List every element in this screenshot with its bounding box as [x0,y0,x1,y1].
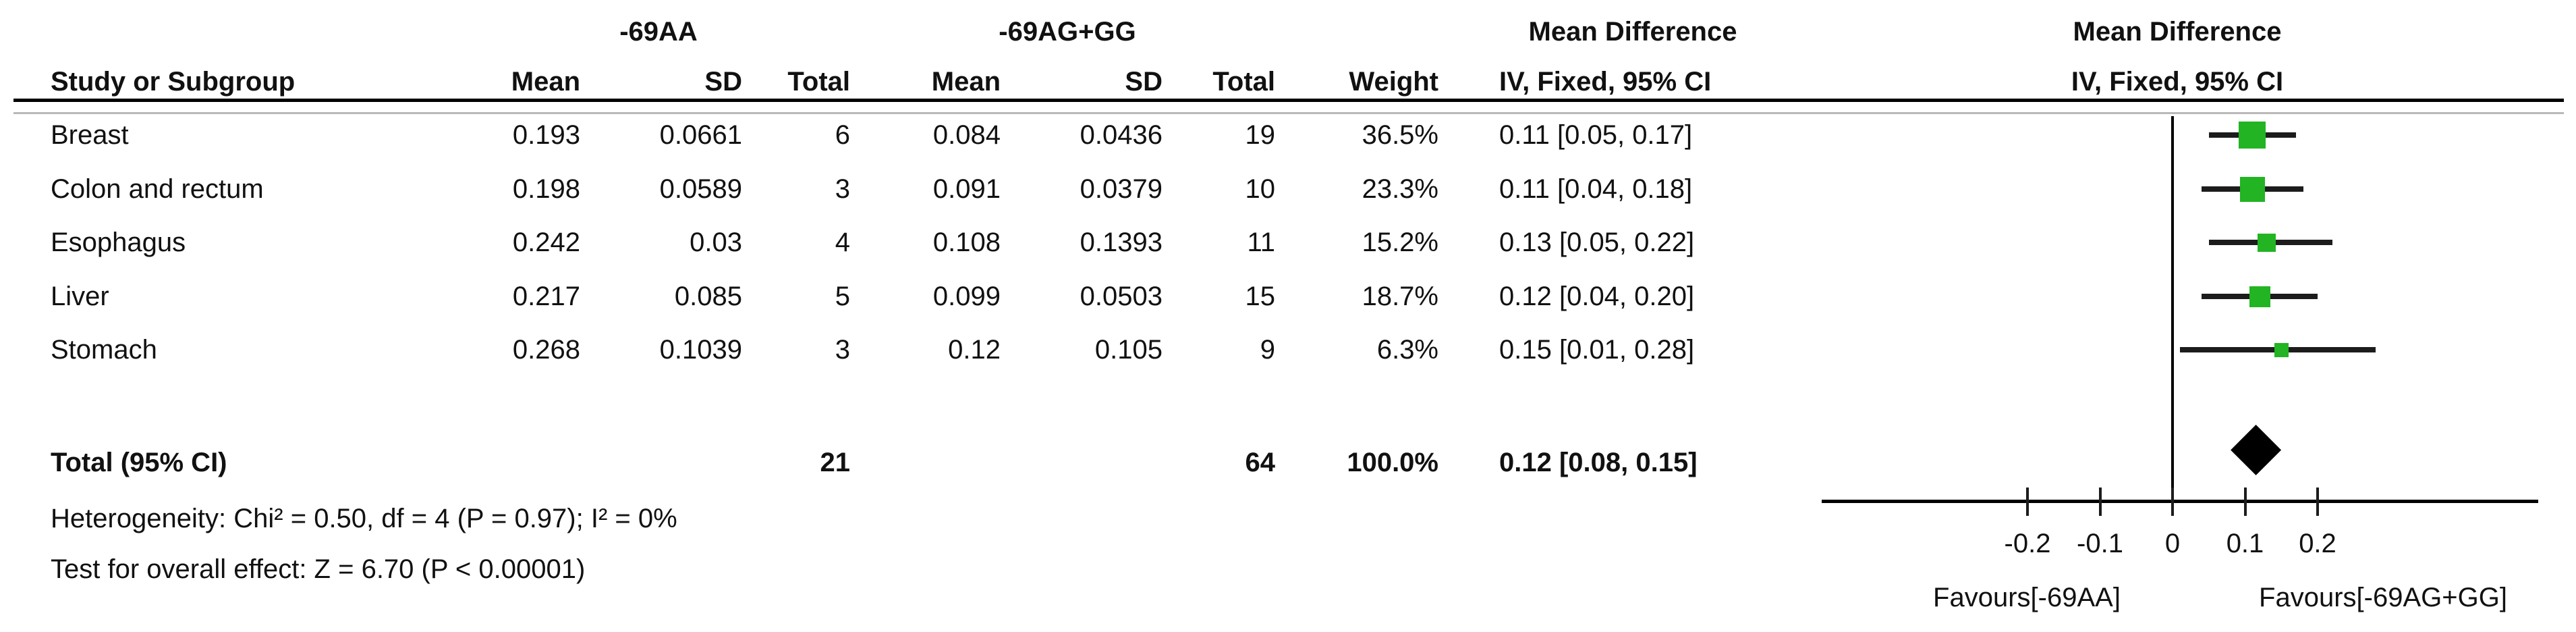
sd2-value: 0.105 [1094,335,1163,365]
total2-value: 15 [1245,282,1276,311]
header-rule-thin [13,112,2564,114]
x-axis-line [1822,500,2538,503]
overall-effect-text: Test for overall effect: Z = 6.70 (P < 0… [51,554,586,584]
axis-tick [2171,488,2174,516]
ci-value: 0.12 [0.04, 0.20] [1499,282,1695,311]
axis-tick [2098,488,2102,516]
study-label: Colon and rectum [51,174,264,204]
col-total-1: Total [787,67,850,97]
table-row: Stomach 0.268 0.1039 3 0.12 0.105 9 6.3%… [0,332,2576,368]
total-ci-value: 0.12 [0.08, 0.15] [1499,448,1698,477]
col-weight: Weight [1349,67,1438,97]
col-sd-2: SD [1125,67,1163,97]
plot-ci-subheader: IV, Fixed, 95% CI [2071,67,2284,97]
sd1-value: 0.085 [674,282,742,311]
mean1-value: 0.217 [512,282,580,311]
total-label: Total (95% CI) [51,448,227,477]
sd1-value: 0.1039 [659,335,742,365]
weight-sum: 100.0% [1347,448,1438,477]
sd1-value: 0.0661 [659,120,742,150]
heterogeneity-text: Heterogeneity: Chi² = 0.50, df = 4 (P = … [51,504,677,533]
col-mean-1: Mean [511,67,580,97]
mean1-value: 0.198 [512,174,580,204]
total2-value: 9 [1260,335,1275,365]
table-row: Liver 0.217 0.085 5 0.099 0.0503 15 18.7… [0,278,2576,315]
col-study: Study or Subgroup [51,67,296,97]
effect-square [2249,286,2270,307]
col-sd-1: SD [704,67,742,97]
summary-diamond [2230,425,2282,476]
study-label: Stomach [51,335,157,365]
plot-mean-difference-header: Mean Difference [2073,17,2282,47]
total2-value: 19 [1245,120,1276,150]
table-row: Colon and rectum 0.198 0.0589 3 0.091 0.… [0,171,2576,207]
favours-left-label: Favours[-69AA] [1933,583,2121,612]
mean-difference-header: Mean Difference [1528,17,1737,47]
ci-value: 0.15 [0.01, 0.28] [1499,335,1695,365]
axis-tick-label: 0 [2164,529,2181,558]
study-label: Liver [51,282,109,311]
total1-value: 4 [835,228,850,257]
effect-square [2239,122,2266,149]
ci-value: 0.13 [0.05, 0.22] [1499,228,1695,257]
mean2-value: 0.091 [932,174,1001,204]
favours-right-label: Favours[-69AG+GG] [2259,583,2507,612]
weight-value: 15.2% [1362,228,1438,257]
mean2-value: 0.12 [948,335,1001,365]
sd2-value: 0.1393 [1080,228,1163,257]
effect-square [2258,233,2276,252]
total2-value: 10 [1245,174,1276,204]
total2-sum: 64 [1245,448,1276,477]
axis-tick [2026,488,2029,516]
weight-value: 23.3% [1362,174,1438,204]
total2-value: 11 [1247,228,1275,257]
weight-value: 6.3% [1376,335,1438,365]
axis-tick-label: -0.1 [2077,529,2123,558]
weight-value: 18.7% [1362,282,1438,311]
ci-value: 0.11 [0.05, 0.17] [1499,120,1693,150]
effect-square [2239,176,2265,202]
mean1-value: 0.242 [512,228,580,257]
axis-tick-label: -0.2 [2004,529,2051,558]
col-ci: IV, Fixed, 95% CI [1499,67,1712,97]
weight-value: 36.5% [1362,120,1438,150]
axis-tick [2243,488,2247,516]
table-row: Esophagus 0.242 0.03 4 0.108 0.1393 11 1… [0,224,2576,261]
axis-tick [2316,488,2319,516]
total1-sum: 21 [820,448,851,477]
mean2-value: 0.108 [932,228,1001,257]
mean1-value: 0.268 [512,335,580,365]
sd1-value: 0.0589 [659,174,742,204]
total1-value: 6 [835,120,850,150]
mean2-value: 0.099 [932,282,1001,311]
table-row: Breast 0.193 0.0661 6 0.084 0.0436 19 36… [0,117,2576,153]
sd2-value: 0.0436 [1080,120,1163,150]
sd2-value: 0.0379 [1080,174,1163,204]
group2-header: -69AG+GG [999,17,1136,47]
mean1-value: 0.193 [512,120,580,150]
study-label: Esophagus [51,228,186,257]
sd1-value: 0.03 [690,228,742,257]
col-mean-2: Mean [931,67,1001,97]
col-total-2: Total [1212,67,1275,97]
total1-value: 3 [835,335,850,365]
axis-tick-label: 0.2 [2299,529,2336,558]
table-header-row: Study or Subgroup Mean SD Total Mean SD … [0,63,2576,100]
effect-square [2274,342,2289,357]
sd2-value: 0.0503 [1080,282,1163,311]
group1-header: -69AA [619,17,698,47]
zero-line [2171,116,2174,501]
total-row: Total (95% CI) 21 64 100.0% 0.12 [0.08, … [0,444,2576,481]
study-label: Breast [51,120,129,150]
mean2-value: 0.084 [932,120,1001,150]
ci-value: 0.11 [0.04, 0.18] [1499,174,1693,204]
axis-tick-label: 0.1 [2226,529,2264,558]
total1-value: 3 [835,174,850,204]
header-rule [13,99,2564,102]
total1-value: 5 [835,282,850,311]
